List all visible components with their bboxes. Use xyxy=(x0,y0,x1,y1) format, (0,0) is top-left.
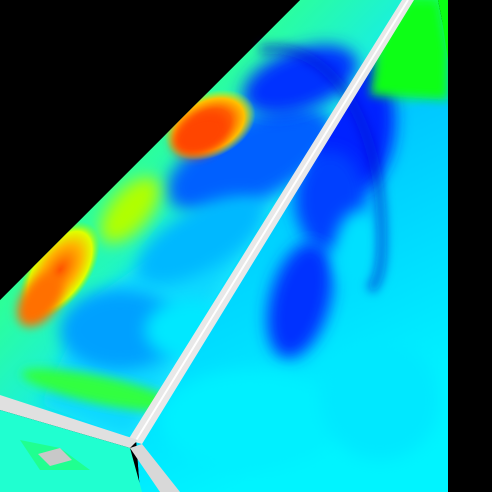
simulation-render xyxy=(0,0,492,492)
